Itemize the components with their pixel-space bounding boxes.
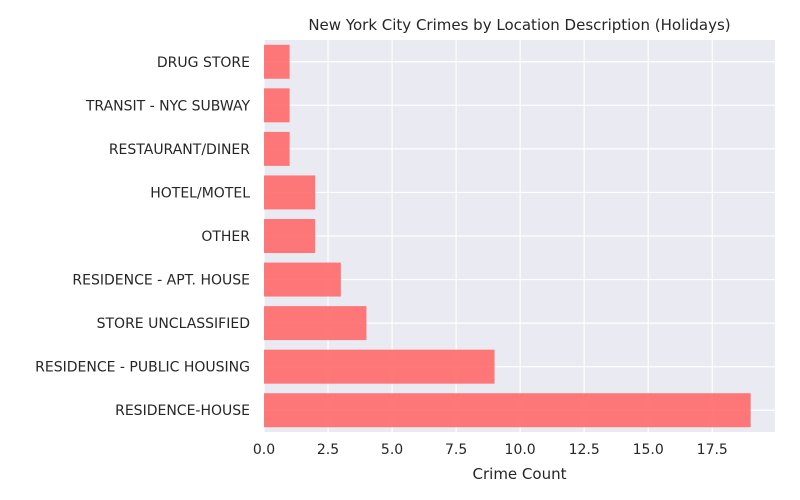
bar bbox=[264, 262, 341, 297]
bar bbox=[264, 88, 290, 123]
y-tick-label: TRANSIT - NYC SUBWAY bbox=[85, 98, 251, 114]
bar bbox=[264, 44, 290, 79]
y-tick-label: RESIDENCE-HOUSE bbox=[115, 403, 250, 419]
x-tick-label: 5.0 bbox=[381, 442, 403, 458]
y-tick-label: OTHER bbox=[201, 229, 250, 245]
bar bbox=[264, 175, 316, 210]
x-tick-label: 17.5 bbox=[697, 442, 728, 458]
x-tick-label: 12.5 bbox=[569, 442, 600, 458]
y-tick-label: RESIDENCE - PUBLIC HOUSING bbox=[35, 360, 250, 376]
bar bbox=[264, 349, 495, 384]
x-tick-label: 2.5 bbox=[317, 442, 339, 458]
x-tick-label: 10.0 bbox=[505, 442, 536, 458]
y-tick-label: HOTEL/MOTEL bbox=[150, 185, 250, 201]
bar bbox=[264, 219, 316, 253]
x-tick-label: 7.5 bbox=[445, 442, 467, 458]
y-tick-label: DRUG STORE bbox=[157, 55, 250, 71]
x-axis-label: Crime Count bbox=[473, 465, 567, 483]
bar bbox=[264, 131, 290, 166]
bars bbox=[264, 44, 751, 428]
chart-title: New York City Crimes by Location Descrip… bbox=[308, 16, 730, 34]
y-tick-label: RESTAURANT/DINER bbox=[109, 142, 250, 158]
x-tick-label: 15.0 bbox=[633, 442, 664, 458]
bar bbox=[264, 306, 367, 341]
x-tick-label: 0.0 bbox=[253, 442, 275, 458]
y-tick-labels: RESIDENCE-HOUSE RESIDENCE - PUBLIC HOUSIN… bbox=[35, 55, 250, 419]
x-tick-labels: 0.0 2.5 5.0 7.5 10.0 12.5 15.0 17.5 bbox=[253, 442, 728, 458]
y-tick-label: STORE UNCLASSIFIED bbox=[97, 316, 250, 332]
y-tick-label: RESIDENCE - APT. HOUSE bbox=[72, 273, 250, 289]
bar bbox=[264, 393, 751, 428]
